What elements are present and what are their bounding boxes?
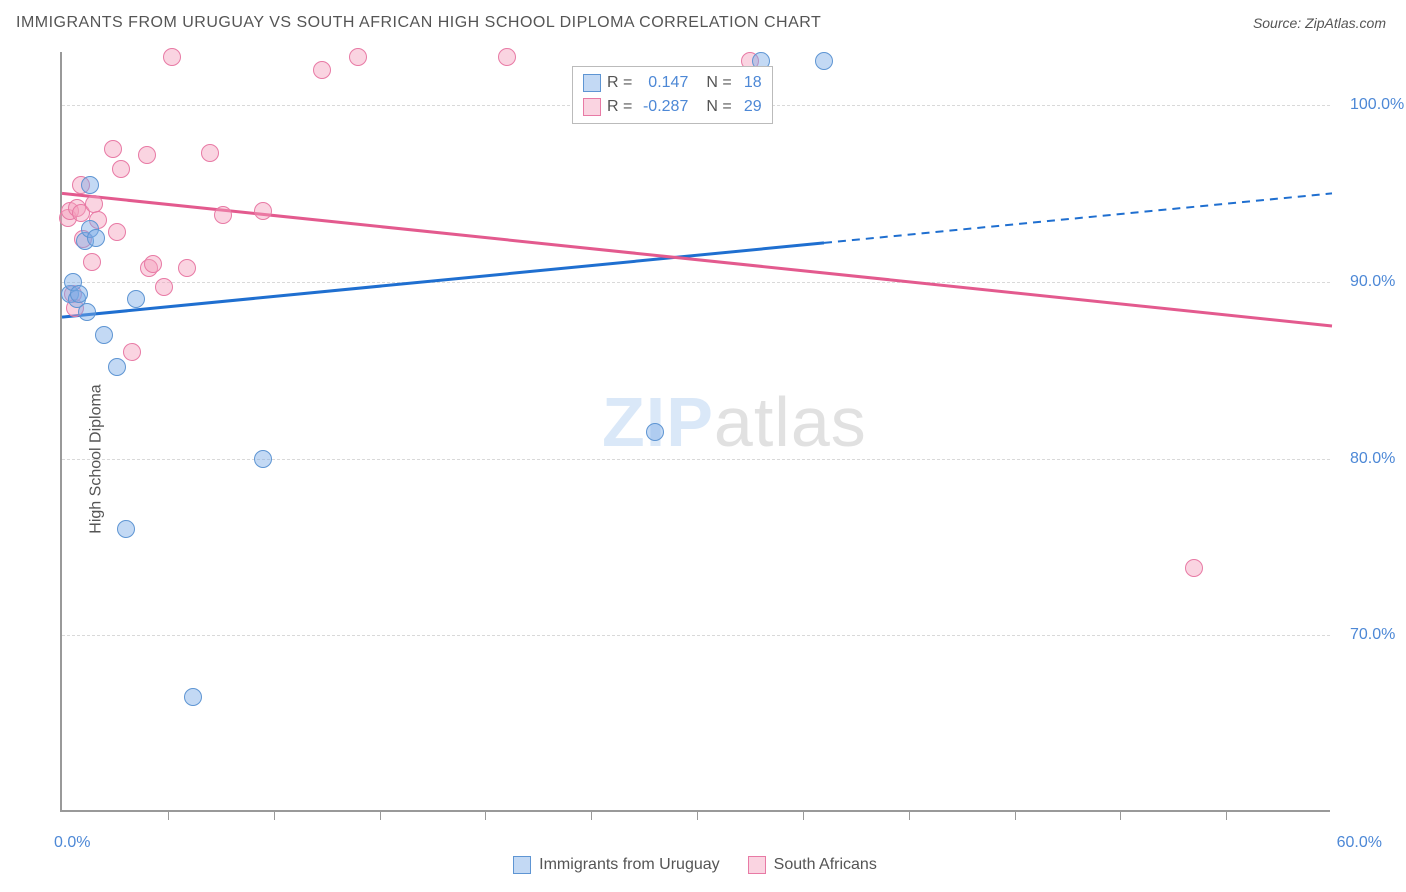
scatter-point-uruguay — [87, 229, 105, 247]
y-tick-label: 90.0% — [1350, 273, 1395, 291]
y-tick-label: 100.0% — [1350, 96, 1404, 114]
plot-area: 70.0%80.0%90.0%100.0%0.0%60.0%ZIPatlasR … — [60, 52, 1330, 812]
scatter-point-south_african — [1185, 559, 1203, 577]
regression-lines — [62, 52, 1332, 812]
regression-swatch-uruguay — [583, 74, 601, 92]
scatter-point-south_african — [112, 160, 130, 178]
scatter-point-south_african — [349, 48, 367, 66]
scatter-point-south_african — [144, 255, 162, 273]
regression-line-south_african — [62, 193, 1332, 326]
scatter-point-uruguay — [117, 520, 135, 538]
scatter-point-uruguay — [254, 450, 272, 468]
x-min-label: 0.0% — [54, 834, 90, 852]
scatter-point-south_african — [163, 48, 181, 66]
legend-item-uruguay: Immigrants from Uruguay — [513, 856, 720, 874]
scatter-point-uruguay — [127, 290, 145, 308]
legend-item-south-african: South Africans — [748, 856, 877, 874]
scatter-point-south_african — [123, 343, 141, 361]
scatter-point-south_african — [83, 253, 101, 271]
regression-legend: R = 0.147N = 18R = -0.287N = 29 — [572, 66, 773, 124]
header: IMMIGRANTS FROM URUGUAY VS SOUTH AFRICAN… — [0, 0, 1406, 38]
legend-swatch-south-african — [748, 856, 766, 874]
regression-swatch-south_african — [583, 98, 601, 116]
series-legend: Immigrants from Uruguay South Africans — [60, 856, 1330, 874]
regression-line-uruguay — [62, 243, 824, 317]
scatter-point-south_african — [201, 144, 219, 162]
regression-legend-row-south_african: R = -0.287N = 29 — [583, 95, 762, 119]
scatter-point-uruguay — [815, 52, 833, 70]
source-credit: Source: ZipAtlas.com — [1253, 15, 1386, 31]
scatter-point-south_african — [138, 146, 156, 164]
r-value-south_african: -0.287 — [638, 98, 688, 116]
scatter-point-uruguay — [108, 358, 126, 376]
n-value-south_african: 29 — [738, 98, 762, 116]
scatter-point-south_african — [178, 259, 196, 277]
scatter-point-south_african — [214, 206, 232, 224]
y-tick-label: 80.0% — [1350, 450, 1395, 468]
chart-container: High School Diploma 70.0%80.0%90.0%100.0… — [16, 44, 1390, 874]
legend-label-uruguay: Immigrants from Uruguay — [539, 856, 720, 874]
scatter-point-south_african — [104, 140, 122, 158]
chart-title: IMMIGRANTS FROM URUGUAY VS SOUTH AFRICAN… — [16, 14, 821, 32]
scatter-point-south_african — [498, 48, 516, 66]
scatter-point-south_african — [313, 61, 331, 79]
scatter-point-uruguay — [78, 303, 96, 321]
scatter-point-uruguay — [81, 176, 99, 194]
scatter-point-south_african — [108, 223, 126, 241]
scatter-point-south_african — [155, 278, 173, 296]
legend-label-south-african: South Africans — [774, 856, 877, 874]
n-value-uruguay: 18 — [738, 74, 762, 92]
scatter-point-south_african — [254, 202, 272, 220]
scatter-point-uruguay — [95, 326, 113, 344]
scatter-point-uruguay — [184, 688, 202, 706]
y-tick-label: 70.0% — [1350, 626, 1395, 644]
x-max-label: 60.0% — [1337, 834, 1382, 852]
scatter-point-uruguay — [70, 285, 88, 303]
regression-legend-row-uruguay: R = 0.147N = 18 — [583, 71, 762, 95]
r-value-uruguay: 0.147 — [638, 74, 688, 92]
legend-swatch-uruguay — [513, 856, 531, 874]
scatter-point-uruguay — [646, 423, 664, 441]
regression-line-dashed-uruguay — [824, 193, 1332, 242]
